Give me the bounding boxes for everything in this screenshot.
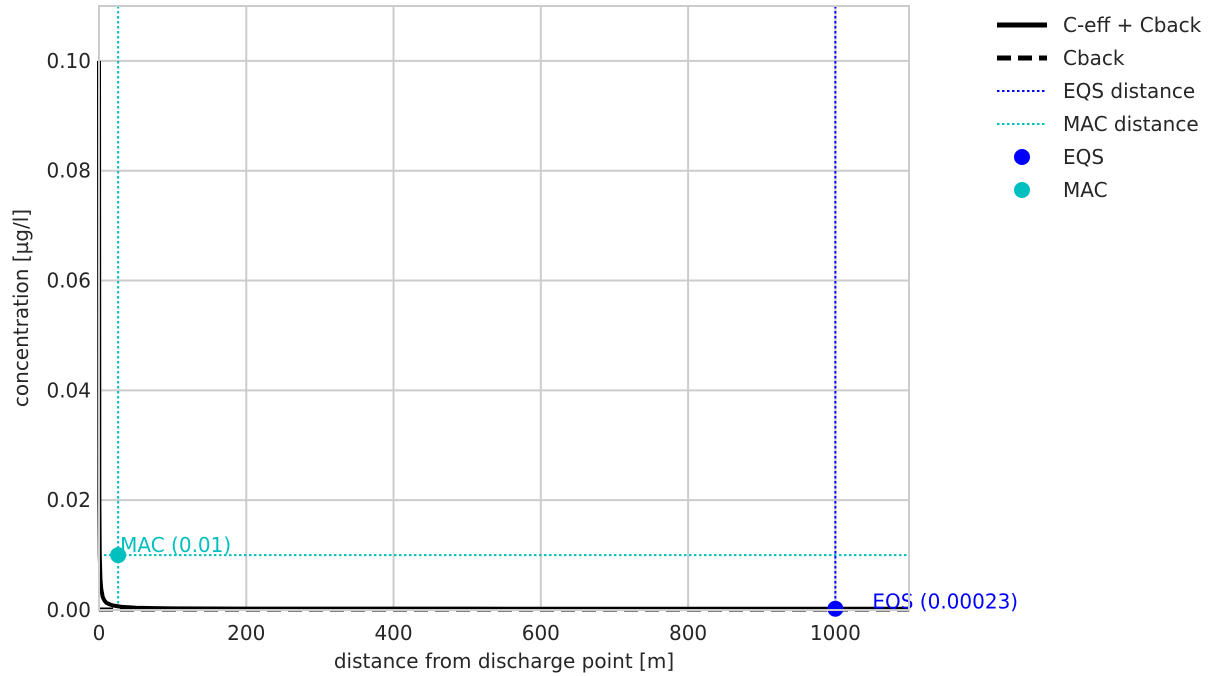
legend-label: MAC distance <box>1063 112 1199 136</box>
legend-marker <box>1014 182 1030 198</box>
y-tick-label: 0.00 <box>46 598 91 622</box>
legend-marker <box>1014 149 1030 165</box>
y-axis-label: concentration [µg/l] <box>9 209 33 407</box>
y-tick-label: 0.10 <box>46 49 91 73</box>
point-marker <box>827 600 844 617</box>
legend-label: EQS <box>1063 145 1104 169</box>
y-tick-label: 0.06 <box>46 269 91 293</box>
y-tick-label: 0.02 <box>46 488 91 512</box>
x-tick-label: 800 <box>669 621 707 645</box>
x-tick-label: 0 <box>93 621 106 645</box>
legend-label: EQS distance <box>1063 79 1195 103</box>
x-tick-label: 1000 <box>810 621 861 645</box>
x-tick-label: 400 <box>374 621 412 645</box>
tick-labels: 0 200 400 600 800 1000 0.00 0.02 0.04 0.06 0.08 0.1… <box>46 49 860 645</box>
x-tick-label: 600 <box>522 621 560 645</box>
y-tick-label: 0.08 <box>46 159 91 183</box>
grid-lines <box>98 6 909 611</box>
x-tick-label: 200 <box>227 621 265 645</box>
chart-series: EQS (0.00023)MAC (0.01) <box>97 6 1018 617</box>
plot-frame <box>98 5 910 611</box>
legend: C-eff + Cback Cback EQS distance MAC distan… <box>997 13 1202 202</box>
point-marker <box>110 547 127 564</box>
x-axis-label: distance from discharge point [m] <box>334 649 674 673</box>
legend-label: MAC <box>1063 178 1108 202</box>
y-tick-label: 0.04 <box>46 378 91 402</box>
series-line <box>97 60 909 611</box>
point-annotation: MAC (0.01) <box>120 533 231 557</box>
legend-label: Cback <box>1063 46 1125 70</box>
legend-label: C-eff + Cback <box>1063 13 1202 37</box>
